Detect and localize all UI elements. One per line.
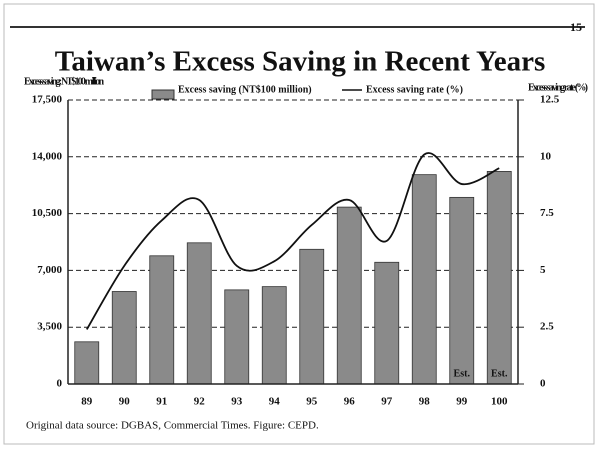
x-tick-label: 93 [231,396,243,408]
x-tick-label: 95 [306,396,318,408]
legend-swatch [151,89,175,100]
x-tick-label: 98 [419,396,431,408]
x-tick-label: 100 [491,396,508,408]
x-tick-label: 89 [81,396,93,408]
legend-label: Excess saving (NT$100 million) [178,84,312,95]
bar [149,255,175,385]
x-tick-label: 97 [381,396,393,408]
x-tick-label: 91 [156,396,167,408]
y-tick-label: 0 [57,378,63,390]
legend-label: Excess saving rate (%) [366,84,463,95]
x-tick-label: 92 [194,396,206,408]
bar [486,171,512,385]
bar [186,242,212,385]
x-tick-label: 94 [269,396,281,408]
bar-annotation: Est. [491,368,508,379]
bar [411,174,437,385]
bar [261,286,287,385]
chart-title: Taiwan’s Excess Saving in Recent Years [55,46,546,78]
y2-tick-label: 2.5 [540,321,554,333]
bar [224,289,250,385]
y2-tick-label: 0 [540,378,546,390]
y-tick-label: 14,000 [32,150,63,162]
x-tick-label: 99 [456,396,468,408]
y-axis-title: Excess saving: NT$100 million [24,76,104,87]
y-tick-label: 10,500 [32,207,63,219]
bar [336,206,362,385]
y2-tick-label: 7.5 [540,207,554,219]
x-tick-label: 96 [344,396,356,408]
x-tick-label: 90 [119,396,131,408]
rate-line [85,152,500,330]
y2-tick-label: 12.5 [540,94,560,106]
bar [374,261,400,385]
y2-tick-label: 10 [540,150,552,162]
y2-tick-label: 5 [540,264,546,276]
y-tick-label: 3,500 [37,321,62,333]
source-note: Original data source: DGBAS, Commercial … [26,420,319,432]
y-tick-label: 17,500 [32,94,63,106]
page-number: 15 [570,20,582,34]
bar [111,291,137,385]
bar [299,248,325,385]
y-tick-label: 7,000 [37,264,62,276]
bar [449,196,475,385]
y2-axis-title: Excess saving rate (%) [528,82,588,93]
bar-annotation: Est. [454,368,471,379]
bar [74,341,100,385]
